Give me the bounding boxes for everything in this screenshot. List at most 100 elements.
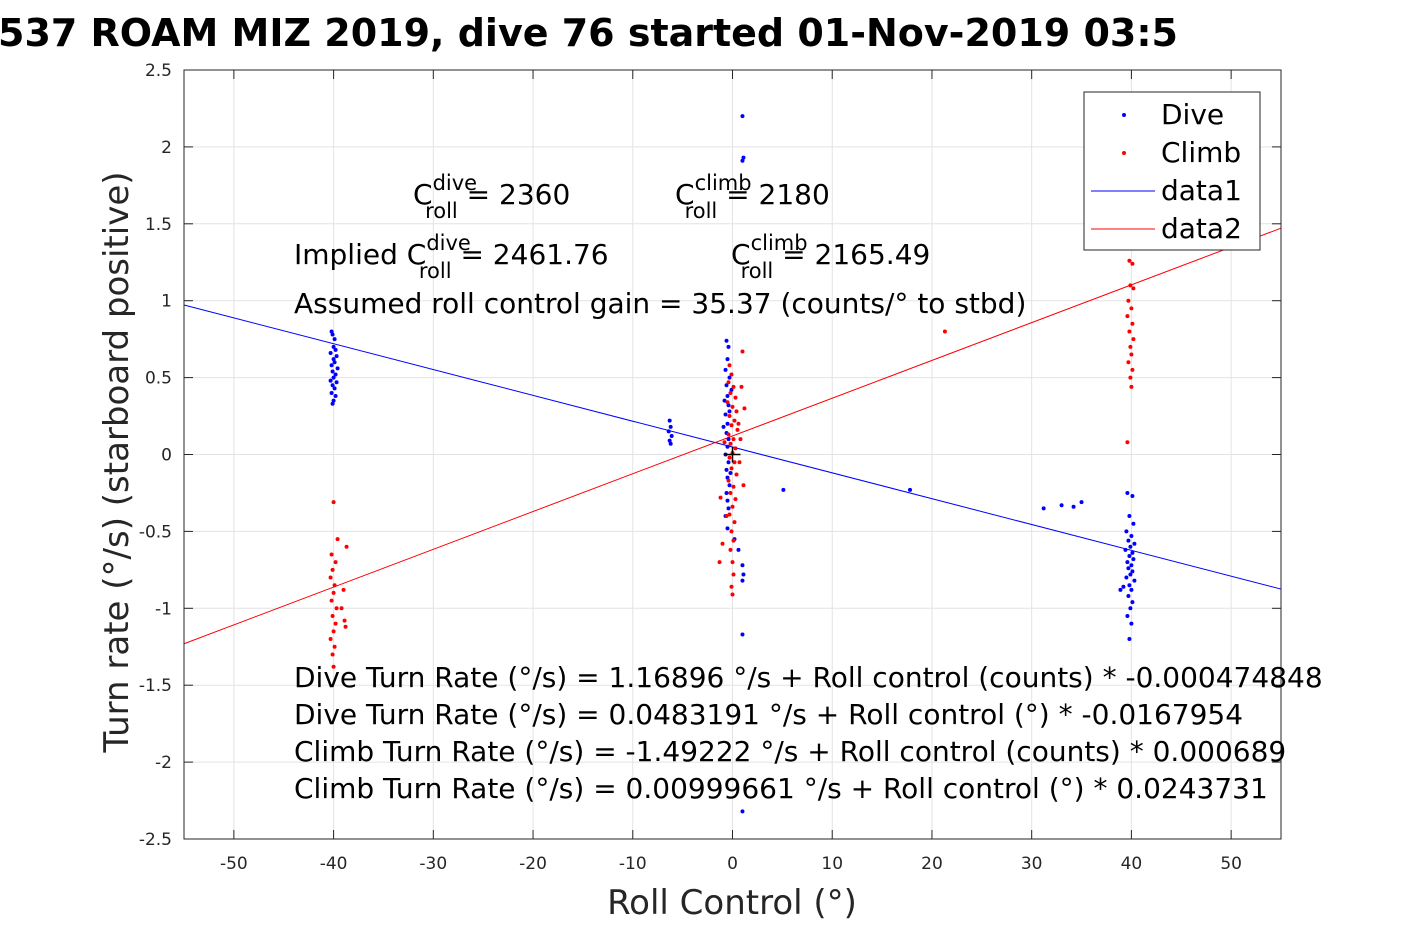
dive-point — [726, 460, 731, 465]
dive-point — [332, 360, 337, 365]
dive-point — [1125, 613, 1130, 618]
climb-point — [728, 490, 733, 495]
dive-point — [724, 338, 729, 343]
legend-data2-label: data2 — [1161, 212, 1242, 245]
dive-point — [1079, 500, 1084, 505]
climb-point — [731, 538, 736, 543]
climb-point — [328, 637, 333, 642]
y-tick-label: 2.5 — [145, 61, 172, 81]
dive-point — [908, 487, 913, 492]
climb-point — [730, 504, 735, 509]
climb-point — [1131, 337, 1136, 342]
dive-point — [1126, 566, 1131, 571]
climb-point — [739, 384, 744, 389]
x-axis-label: Roll Control (°) — [607, 883, 857, 923]
dive-point — [1130, 600, 1135, 605]
dive-point — [723, 367, 728, 372]
y-tick-label: 2 — [161, 138, 172, 158]
dive-point — [1126, 538, 1131, 543]
dive-point — [332, 337, 337, 342]
dive-point — [740, 114, 745, 119]
climb-point — [1130, 261, 1135, 266]
dive-point — [725, 394, 730, 399]
dive-point — [334, 380, 339, 385]
climb-point — [735, 427, 740, 432]
climb-point — [342, 618, 347, 623]
legend: Dive Climb data1 data2 — [1083, 91, 1261, 251]
climb-point — [741, 483, 746, 488]
climb-point — [1129, 384, 1134, 389]
climb-point — [331, 664, 336, 669]
annotation-climb-fit-degrees: Climb Turn Rate (°/s) = 0.00999661 °/s +… — [294, 772, 1268, 805]
climb-point — [1127, 258, 1132, 263]
y-axis-ticks: -2.5 -2 -1.5 -1 -0.5 0 0.5 1 1.5 2 2.5 — [139, 61, 1281, 850]
dive-point — [1129, 587, 1134, 592]
climb-point — [729, 466, 734, 471]
dive-point — [669, 434, 674, 439]
dive-point — [725, 357, 730, 362]
dive-point — [335, 366, 340, 371]
dive-point — [724, 383, 729, 388]
dive-point — [667, 418, 672, 423]
dive-point — [330, 369, 335, 374]
annotation-implied-c-roll-dive: Implied Cdive roll = 2461.76 — [294, 231, 609, 283]
dive-point — [1071, 504, 1076, 509]
x-tick-label: 10 — [821, 854, 843, 874]
dive-point — [1126, 593, 1131, 598]
dive-point — [331, 375, 336, 380]
origin-marker — [724, 446, 741, 463]
climb-point — [727, 414, 732, 419]
climb-point — [720, 541, 725, 546]
climb-point — [729, 584, 734, 589]
dive-point — [1125, 490, 1130, 495]
climb-point — [740, 349, 745, 354]
climb-point — [333, 621, 338, 626]
legend-dive-label: Dive — [1161, 98, 1224, 131]
climb-point — [1129, 352, 1134, 357]
climb-point — [1131, 286, 1136, 291]
climb-point — [728, 390, 733, 395]
climb-point — [1130, 321, 1135, 326]
climb-point — [329, 598, 334, 603]
climb-point — [730, 560, 735, 565]
climb-point — [333, 560, 338, 565]
dive-point — [328, 378, 333, 383]
dive-point — [1118, 587, 1123, 592]
climb-point — [722, 440, 727, 445]
annotation-dive-fit-counts: Dive Turn Rate (°/s) = 1.16896 °/s + Rol… — [294, 661, 1323, 694]
dive-point — [740, 563, 745, 568]
x-tick-label: -50 — [220, 854, 248, 874]
y-tick-label: -1 — [155, 599, 172, 619]
y-tick-label: 0.5 — [145, 369, 172, 389]
dive-point — [328, 350, 333, 355]
dive-point — [725, 498, 730, 503]
dive-point — [330, 332, 335, 337]
climb-point — [330, 613, 335, 618]
x-tick-label: 30 — [1021, 854, 1043, 874]
climb-point — [734, 409, 739, 414]
climb-point — [727, 455, 732, 460]
climb-point — [725, 400, 730, 405]
climb-point — [724, 514, 729, 519]
climb-point — [1125, 314, 1130, 319]
dive-point — [725, 444, 730, 449]
x-tick-label: 40 — [1121, 854, 1143, 874]
legend-dive-marker — [1122, 113, 1126, 117]
climb-point — [728, 441, 733, 446]
dive-point — [331, 344, 336, 349]
x-tick-label: 0 — [727, 854, 738, 874]
dive-point — [1127, 514, 1132, 519]
dive-point — [727, 375, 732, 380]
climb-point — [729, 423, 734, 428]
climb-point — [1125, 440, 1130, 445]
climb-point — [732, 418, 737, 423]
dive-point — [1128, 544, 1133, 549]
dive-point — [740, 809, 745, 814]
annotation-c-roll-dive: Cdive roll = 2360 — [413, 171, 570, 223]
climb-point — [1128, 375, 1133, 380]
dive-point — [1131, 557, 1136, 562]
dive-point — [1132, 578, 1137, 583]
dive-point — [1124, 575, 1129, 580]
dive-point — [1127, 583, 1132, 588]
dive-point — [333, 347, 338, 352]
